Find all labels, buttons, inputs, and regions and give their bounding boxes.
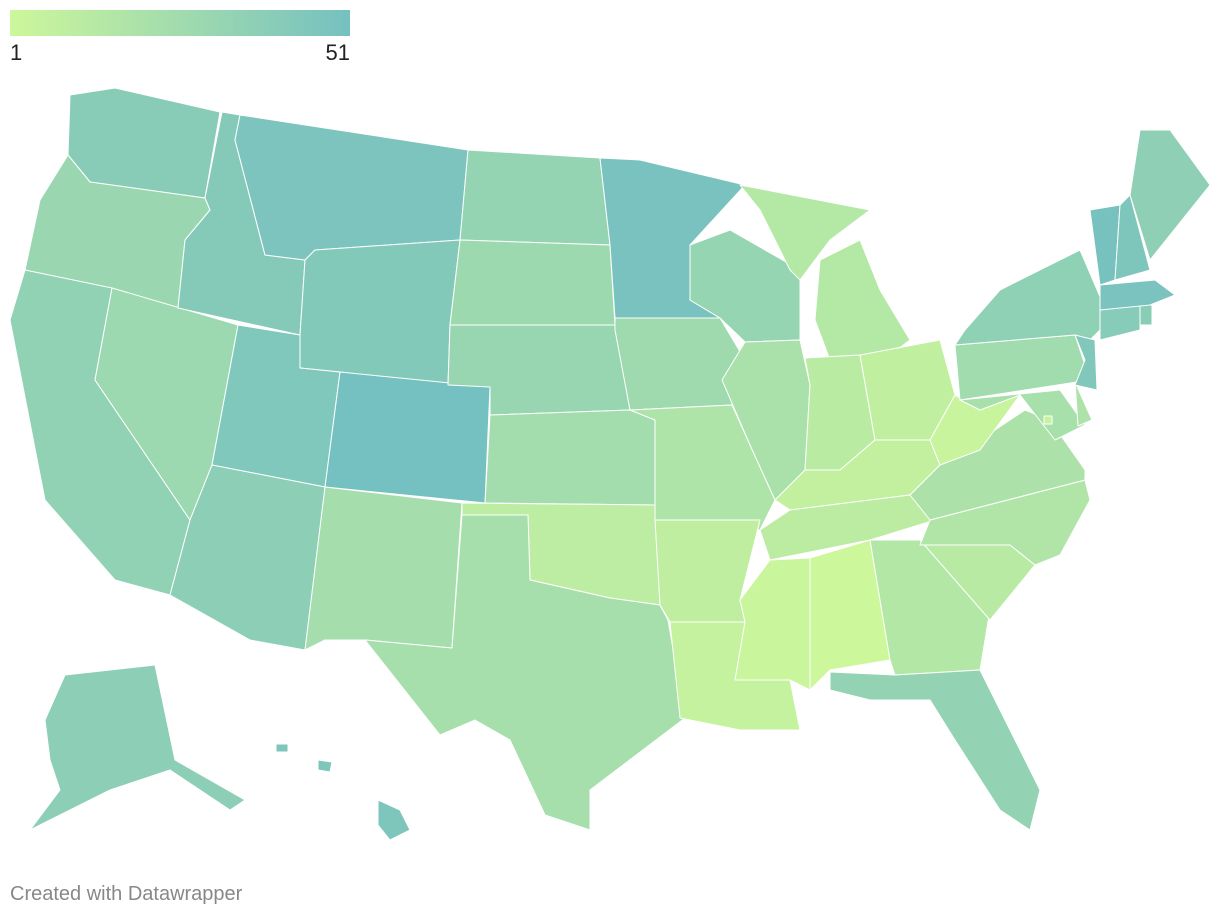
region [614, 317, 746, 411]
region [67, 87, 221, 199]
region [734, 557, 811, 691]
region [1099, 279, 1176, 311]
region [829, 669, 1041, 831]
region [809, 539, 891, 691]
region [29, 664, 246, 831]
region [364, 514, 686, 831]
region [449, 239, 616, 326]
legend-min-label: 1 [10, 40, 22, 65]
region [954, 334, 1091, 401]
region [299, 239, 461, 386]
legend-max-label: 51 [326, 40, 350, 65]
region [1139, 304, 1153, 326]
region [954, 249, 1111, 346]
region [1129, 129, 1211, 261]
footer: Created with Datawrapper [10, 883, 243, 905]
region [1074, 381, 1093, 427]
region [1099, 304, 1141, 341]
region [234, 114, 469, 261]
region [459, 149, 611, 246]
region [304, 486, 463, 651]
region [919, 479, 1091, 566]
region [324, 371, 491, 504]
region [275, 743, 411, 841]
legend-bar [10, 10, 350, 36]
region [484, 409, 656, 506]
region [629, 404, 776, 531]
regions [9, 87, 1211, 841]
region [1114, 194, 1151, 281]
region [1074, 334, 1098, 391]
region [1043, 415, 1053, 425]
region [959, 389, 1086, 441]
